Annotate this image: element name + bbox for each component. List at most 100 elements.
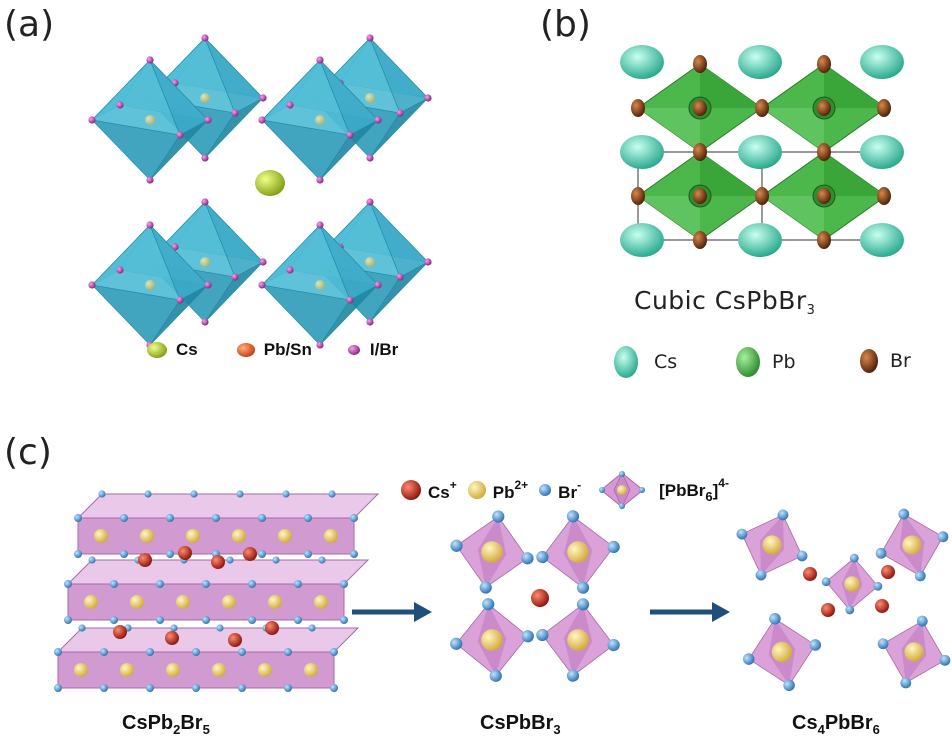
- ibr-atom: [316, 56, 324, 64]
- ibr-atom: [201, 198, 209, 206]
- cs-ellipsoid-icon: [614, 346, 638, 378]
- br-atom: [817, 55, 831, 73]
- pb-atom: [567, 629, 589, 651]
- pb-atom: [771, 641, 793, 663]
- ibr-atom: [424, 258, 432, 266]
- br-atom: [693, 100, 707, 116]
- br-atom: [875, 547, 887, 559]
- cs-ion: [138, 553, 152, 567]
- br-atom: [937, 531, 949, 543]
- br-atom: [258, 514, 266, 522]
- br-atom: [900, 677, 912, 689]
- transform-arrow-2: [650, 602, 730, 622]
- cs-ellipsoid: [738, 45, 782, 79]
- br-atom: [54, 648, 62, 656]
- br-atom: [328, 490, 336, 498]
- br-atom: [607, 638, 620, 652]
- br-atom: [318, 556, 326, 564]
- panel-a-structure: [88, 34, 432, 349]
- panel-a-legend: Cs Pb/Sn I/Br: [146, 340, 398, 360]
- panel-b-title: Cubic CsPbBr3: [634, 286, 816, 318]
- pbbr6-octahedron: [736, 509, 808, 581]
- legend-octahedron-label: [PbBr6]4-: [659, 476, 729, 504]
- formula-cspb2br5: CsPb2Br5: [122, 712, 210, 737]
- ibr-atom: [286, 266, 294, 274]
- legend-br-ion-label: Br-: [558, 477, 582, 502]
- legend-cs-label: Cs: [176, 340, 198, 359]
- br-atom: [308, 624, 316, 632]
- br-atom: [330, 684, 338, 692]
- pb-atom: [258, 663, 272, 677]
- pb-atom: [212, 663, 226, 677]
- ibr-atom: [396, 273, 404, 281]
- br-atom: [146, 684, 154, 692]
- br-atom: [144, 490, 152, 498]
- br-atom: [100, 684, 108, 692]
- cyan-octahedron: [88, 56, 212, 184]
- br-atom: [340, 616, 348, 624]
- br-atom: [272, 556, 280, 564]
- legend-pbsn-label: Pb/Sn: [263, 340, 312, 359]
- legend-cs-item: Cs: [146, 340, 198, 360]
- cyan-octahedron: [308, 198, 432, 326]
- cs-ion: [228, 633, 242, 647]
- br-atom: [521, 552, 534, 565]
- br-atom: [769, 612, 781, 625]
- br-atom: [817, 143, 831, 161]
- ibr-atom: [176, 296, 184, 304]
- br-atom: [849, 553, 859, 563]
- br-atom: [566, 669, 580, 682]
- ibr-atom: [316, 221, 324, 229]
- br-atom: [877, 187, 891, 205]
- slab-front: [77, 517, 355, 555]
- pbsn-atom: [315, 115, 325, 125]
- formula-cs4pbbr6: Cs4PbBr6: [792, 712, 880, 737]
- cyan-octahedron: [258, 56, 382, 184]
- pbsn-atom: [200, 93, 210, 103]
- legend-b-br-item: Br: [858, 346, 911, 376]
- cs-ion: [875, 599, 889, 613]
- ibr-atom: [231, 273, 239, 281]
- cs-ion-icon: [401, 480, 421, 500]
- octahedron-face: [700, 64, 762, 108]
- octahedron-face: [762, 196, 824, 240]
- br-atom: [120, 550, 128, 558]
- ibr-atom: [316, 176, 324, 184]
- ibr-atom: [204, 116, 212, 124]
- ibr-atom: [204, 281, 212, 289]
- legend-b-pb-item: Pb: [734, 344, 796, 380]
- br-atom: [350, 550, 358, 558]
- cs-sphere-icon: [147, 342, 167, 358]
- ibr-atom: [366, 318, 374, 326]
- br-atom: [873, 581, 883, 591]
- ibr-atom: [88, 116, 96, 124]
- cs-ion: [265, 621, 279, 635]
- br-atom: [482, 598, 495, 611]
- pb-atom: [84, 595, 98, 609]
- pb-atom: [140, 529, 154, 543]
- ibr-atom: [374, 116, 382, 124]
- pbbr6-octahedron: [742, 612, 822, 692]
- br-atom: [566, 510, 580, 523]
- cs-ion: [165, 631, 179, 645]
- br-atom: [120, 514, 128, 522]
- br-atom: [156, 580, 164, 588]
- pb-atom: [567, 541, 589, 563]
- br-atom: [693, 55, 707, 73]
- br-ion-icon: [539, 484, 552, 496]
- br-atom: [576, 581, 590, 594]
- pb-atom: [278, 529, 292, 543]
- legend-b-pb-label: Pb: [772, 351, 796, 373]
- ibr-atom: [201, 34, 209, 42]
- br-atom: [284, 648, 292, 656]
- ibr-atom: [231, 109, 239, 117]
- pb-atom: [176, 595, 190, 609]
- br-atom: [166, 550, 174, 558]
- panel-c-letter: (c): [4, 432, 52, 473]
- pbsn-atom: [365, 93, 375, 103]
- br-atom: [821, 577, 831, 587]
- br-atom: [78, 624, 86, 632]
- br-atom: [88, 556, 96, 564]
- pb-atom: [166, 663, 180, 677]
